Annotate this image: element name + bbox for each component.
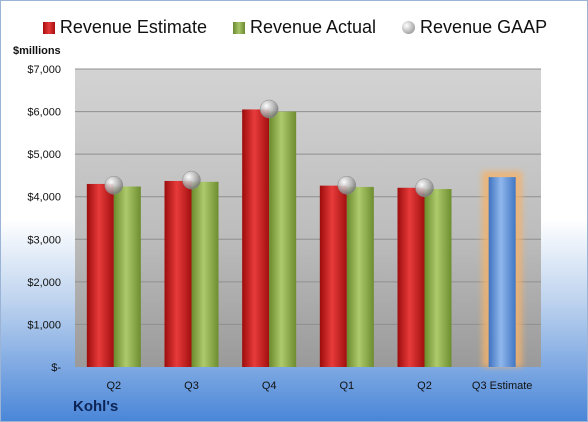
x-tick-label: Q3 (184, 380, 199, 392)
y-tick-label: $- (51, 362, 61, 374)
grid-lines (75, 68, 541, 325)
y-tick-label: $2,000 (27, 277, 61, 289)
y-tick-label: $1,000 (27, 319, 61, 331)
y-tick-label: $4,000 (27, 192, 61, 204)
bars (86, 109, 523, 367)
legend-swatch-gaap (402, 21, 416, 34)
marker-revenue-gaap (415, 178, 434, 198)
legend-swatch-actual (232, 21, 245, 34)
bar-revenue-estimate (319, 185, 347, 367)
legend: Revenue Estimate Revenue Actual Revenue … (1, 17, 587, 38)
marker-revenue-gaap (182, 170, 201, 190)
marker-revenue-gaap (259, 99, 279, 119)
legend-item-revenue-gaap: Revenue GAAP (402, 17, 547, 38)
y-axis-unit-label: $millions (13, 45, 61, 57)
y-tick-label: $7,000 (27, 64, 61, 76)
bar-revenue-actual (269, 111, 297, 367)
legend-item-revenue-estimate: Revenue Estimate (42, 17, 207, 38)
bar-revenue-actual (424, 189, 452, 367)
bar-revenue-actual (346, 186, 374, 367)
gaap-markers (104, 99, 434, 198)
legend-item-revenue-actual: Revenue Actual (232, 17, 377, 38)
marker-revenue-gaap (337, 175, 357, 195)
x-tick-label: Q2 (417, 380, 432, 392)
x-tick-label: Q3 Estimate (472, 380, 533, 392)
y-tick-label: $6,000 (27, 107, 61, 119)
company-name: Kohl's (73, 398, 119, 415)
y-tick-labels: $- $1,000 $2,000 $3,000 $4,000 $5,000 $6,000 $7… (27, 64, 61, 374)
legend-label-actual: Revenue Actual (249, 17, 377, 37)
bar-revenue-actual (113, 186, 141, 367)
legend-label-estimate: Revenue Estimate (59, 17, 207, 37)
bar-revenue-estimate (397, 187, 425, 367)
bar-revenue-estimate (86, 183, 114, 367)
bar-revenue-estimate (164, 180, 192, 367)
bar-revenue-actual (191, 181, 219, 367)
y-tick-label: $3,000 (27, 234, 61, 246)
marker-revenue-gaap (104, 175, 124, 195)
x-tick-label: Q1 (339, 380, 354, 392)
legend-label-gaap: Revenue GAAP (420, 17, 548, 37)
plot-area (75, 69, 541, 367)
bar-revenue-estimate (242, 109, 270, 367)
x-tick-labels: Q2 Q3 Q4 Q1 Q2 Q3 Estimate (106, 380, 532, 392)
x-tick-label: Q4 (262, 380, 277, 392)
bar-q3-estimate (488, 177, 516, 367)
x-tick-label: Q2 (106, 380, 121, 392)
legend-swatch-estimate (42, 21, 55, 34)
y-tick-label: $5,000 (27, 149, 61, 161)
